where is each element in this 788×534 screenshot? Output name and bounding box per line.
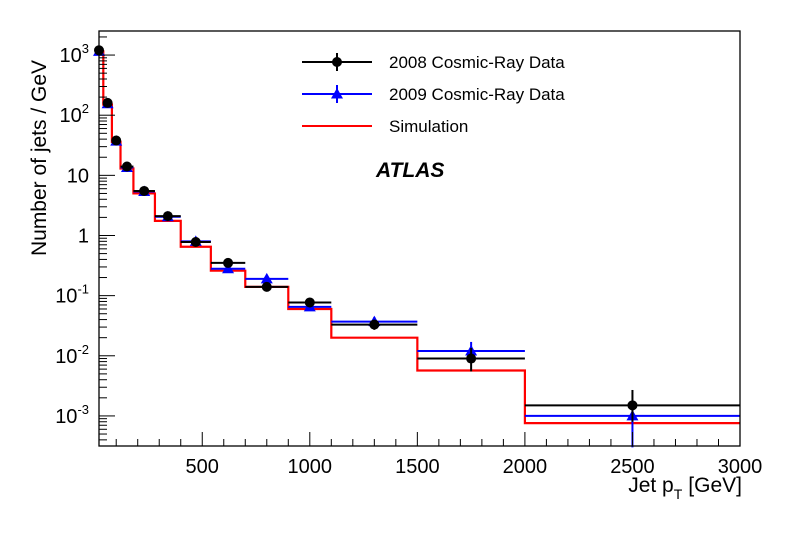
legend-item: 2009 Cosmic-Ray Data: [302, 85, 565, 104]
x-tick-label-500: 500: [186, 456, 219, 478]
y-tick-label: 10: [67, 165, 89, 187]
y-tick-label-exponent: 2: [82, 101, 89, 116]
x-axis-title-unit: [GeV]: [688, 474, 742, 497]
data-point-circle: [162, 211, 173, 222]
data-point-circle: [223, 257, 234, 268]
data-point-triangle: [222, 262, 235, 274]
legend: 2008 Cosmic-Ray Data 2009 Cosmic-Ray Data…: [302, 53, 565, 136]
y-axis-title: Number of jets / GeV: [28, 60, 51, 256]
x-tick-label-2000: 2000: [503, 456, 548, 478]
x-axis-title: Jet pT [GeV]: [628, 474, 742, 502]
data-point-circle: [190, 236, 201, 247]
x-tick-label-1000: 1000: [288, 456, 333, 478]
y-tick-label: 10-3: [55, 402, 89, 428]
legend-circle-marker: [332, 57, 342, 67]
x-axis-title-subscript: T: [674, 486, 683, 502]
y-tick-label: 10-1: [55, 282, 89, 308]
x-tick-label-2500: 2500: [610, 456, 655, 478]
y-tick-label-base: 1: [78, 225, 89, 247]
y-tick-label-exponent: -3: [77, 402, 89, 417]
data-point-circle: [121, 161, 132, 172]
data-point-triangle: [260, 272, 273, 284]
y-tick-label-exponent: -1: [77, 282, 89, 297]
legend-triangle-marker: [331, 88, 343, 99]
legend-label: Simulation: [389, 117, 468, 136]
data-point-circle: [139, 185, 150, 196]
legend-item: 2008 Cosmic-Ray Data: [302, 53, 565, 72]
x-tick-label-1500: 1500: [395, 456, 440, 478]
y-tick-label: 102: [60, 101, 89, 127]
data-point-circle: [304, 297, 315, 308]
data-point-circle: [369, 319, 380, 330]
legend-label: 2008 Cosmic-Ray Data: [389, 53, 565, 72]
legend-item: Simulation: [302, 117, 468, 136]
y-tick-label-exponent: -2: [77, 342, 89, 357]
y-tick-label-base: 10: [55, 346, 77, 368]
y-tick-label-base: 10: [60, 105, 82, 127]
atlas-label: ATLAS: [375, 159, 444, 182]
y-tick-label-base: 10: [60, 45, 82, 67]
data-point-circle: [261, 281, 272, 292]
y-tick-label-base: 10: [67, 165, 89, 187]
data-point-circle: [627, 400, 638, 411]
data-point-circle: [466, 353, 477, 364]
x-tick-label-3000: 3000: [718, 456, 763, 478]
data-2008-series: [94, 45, 740, 422]
data-point-circle: [111, 135, 122, 146]
y-tick-label-base: 10: [55, 406, 77, 428]
x-axis-title-main: Jet p: [628, 474, 674, 497]
legend-label: 2009 Cosmic-Ray Data: [389, 85, 565, 104]
y-tick-label: 1: [78, 225, 89, 247]
y-tick-label-base: 10: [55, 286, 77, 308]
y-tick-label: 103: [60, 41, 89, 67]
y-tick-label: 10-2: [55, 342, 89, 368]
data-point-circle: [102, 97, 113, 108]
y-tick-label-exponent: 3: [82, 41, 89, 56]
x-tick-labels: 500 1000 1500 2000 2500 3000: [186, 456, 763, 478]
axis-ticks: [99, 36, 741, 446]
